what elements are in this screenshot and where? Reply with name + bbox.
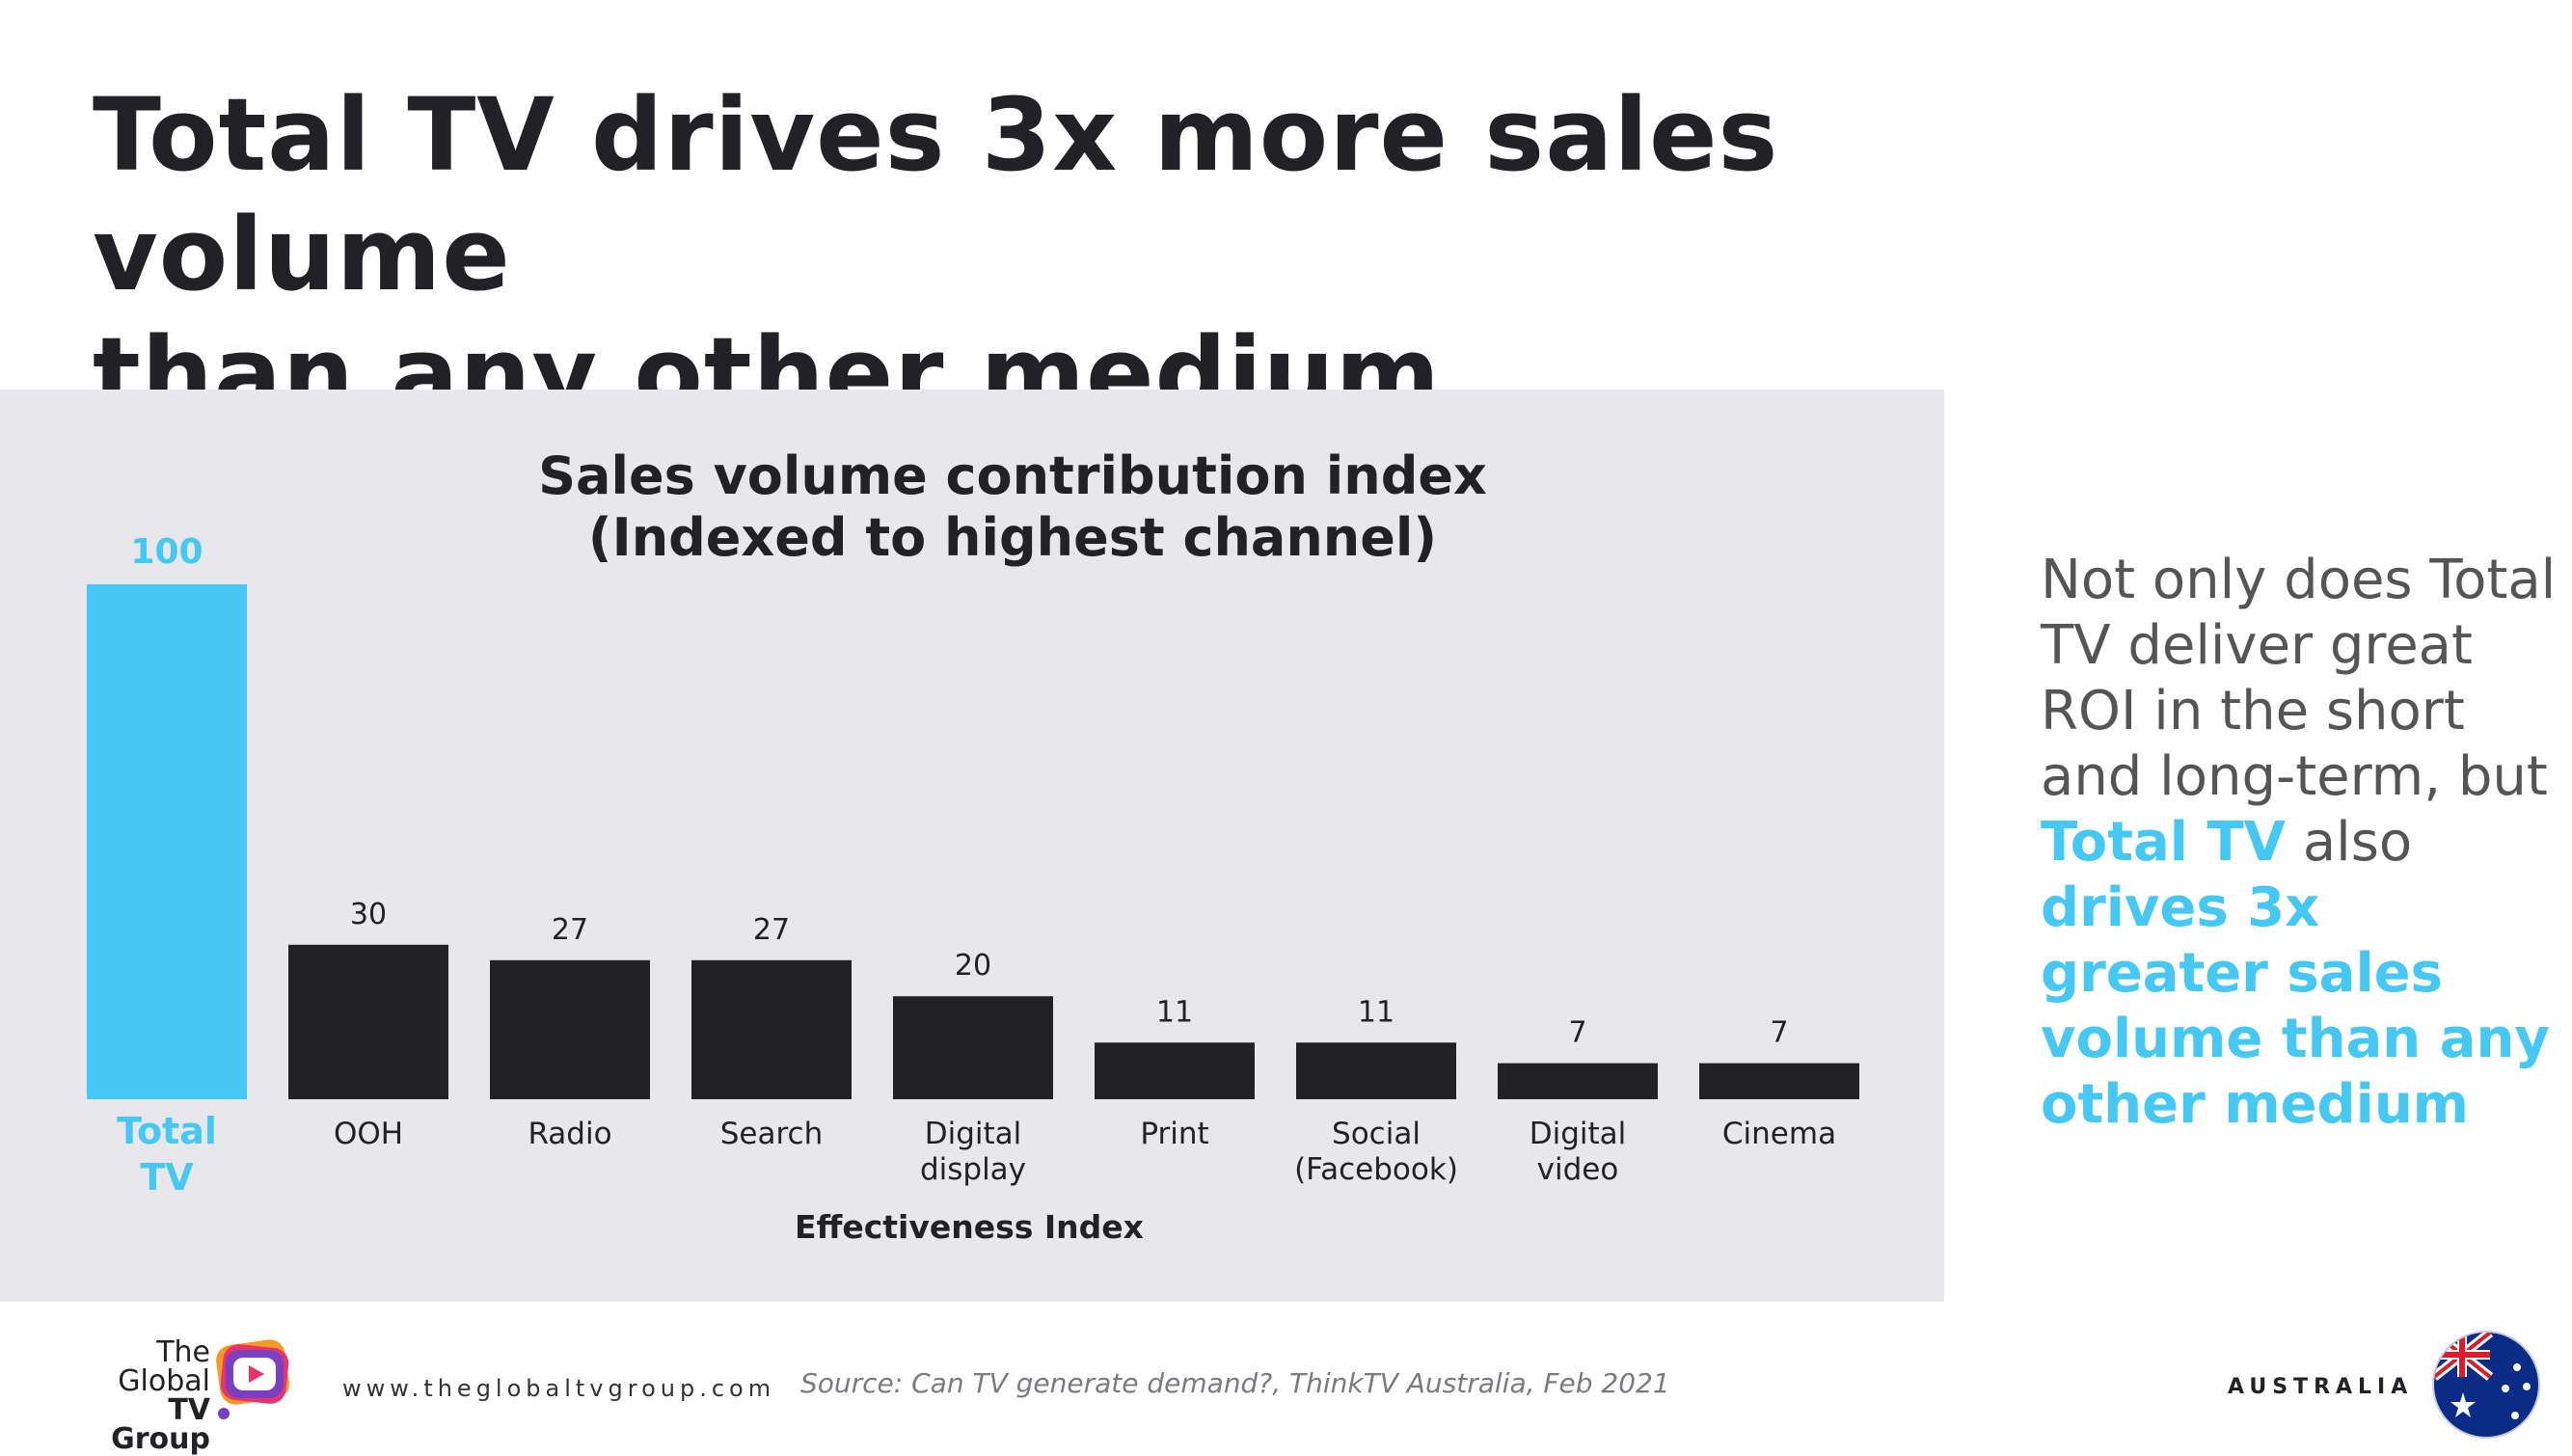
category-label-1: OOH: [334, 1117, 403, 1151]
data-label-3: 27: [753, 913, 790, 947]
headline: Total TV drives 3x more sales volume tha…: [93, 75, 2021, 434]
data-label-1: 30: [350, 898, 387, 931]
data-label-2: 27: [552, 913, 588, 947]
chart-title: Sales volume contribution index (Indexed…: [0, 445, 2025, 569]
x-axis-label: Effectiveness Index: [795, 1208, 1144, 1246]
side-callout-highlight-total-tv: Total TV: [2041, 811, 2287, 874]
category-label-6: Social (Facebook): [1294, 1117, 1458, 1187]
category-label-4: Digital display: [920, 1117, 1026, 1187]
side-callout-highlight-claim: drives 3x greater sales volume than any …: [2041, 876, 2550, 1136]
data-label-0: 100: [130, 532, 203, 572]
headline-line-1: Total TV drives 3x more sales volume: [93, 76, 1779, 313]
tv-play-icon: [216, 1339, 289, 1419]
bar-7: [1498, 1063, 1658, 1099]
chart-title-line-1: Sales volume contribution index: [538, 445, 1487, 506]
chart-title-line-2: (Indexed to highest channel): [587, 507, 1438, 568]
category-label-0: Total TV: [117, 1110, 217, 1199]
bar-6: [1296, 1042, 1456, 1099]
bar-8: [1699, 1063, 1859, 1099]
source-note: Source: Can TV generate demand?, ThinkTV…: [800, 1367, 1670, 1399]
category-label-5: Print: [1140, 1117, 1208, 1151]
category-label-3: Search: [720, 1117, 824, 1151]
side-callout: Not only does Total TV deliver great ROI…: [2041, 548, 2561, 1138]
australia-flag-icon: [2432, 1331, 2540, 1439]
data-label-4: 20: [955, 949, 991, 983]
side-callout-also: also: [2286, 811, 2413, 874]
bar-3: [691, 959, 852, 1099]
bar-1: [288, 944, 448, 1099]
data-label-6: 11: [1358, 995, 1394, 1029]
logo-line-1: The: [156, 1335, 210, 1369]
chart-panel: 100 Total TV 30 OOH 27 Radio 27 Search 20 Digital d…: [0, 390, 1944, 1302]
bar-0: [87, 584, 247, 1099]
bar-2: [490, 959, 650, 1099]
website-link[interactable]: www.theglobaltvgroup.com: [342, 1375, 776, 1402]
data-label-7: 7: [1568, 1016, 1586, 1050]
category-label-7: Digital video: [1530, 1117, 1627, 1187]
data-label-8: 7: [1770, 1016, 1788, 1050]
logo-line-3: TV Group: [111, 1393, 210, 1456]
country-label: AUSTRALIA: [2228, 1375, 2414, 1399]
global-tv-group-logo: The Global TV Group: [68, 1335, 299, 1454]
category-label-2: Radio: [528, 1117, 611, 1151]
bar-4: [893, 996, 1053, 1099]
category-label-8: Cinema: [1722, 1117, 1836, 1151]
logo-line-2: Global: [118, 1364, 210, 1398]
bar-5: [1095, 1042, 1255, 1099]
logo-wordmark: The Global TV Group: [68, 1338, 210, 1454]
data-label-5: 11: [1156, 995, 1193, 1029]
footer: The Global TV Group www.theglobaltvgroup…: [0, 1302, 2572, 1454]
side-callout-text: Not only does Total TV deliver great ROI…: [2041, 549, 2557, 808]
bar-chart: 100 Total TV 30 OOH 27 Radio 27 Search 20 Digital d…: [87, 532, 1859, 1246]
